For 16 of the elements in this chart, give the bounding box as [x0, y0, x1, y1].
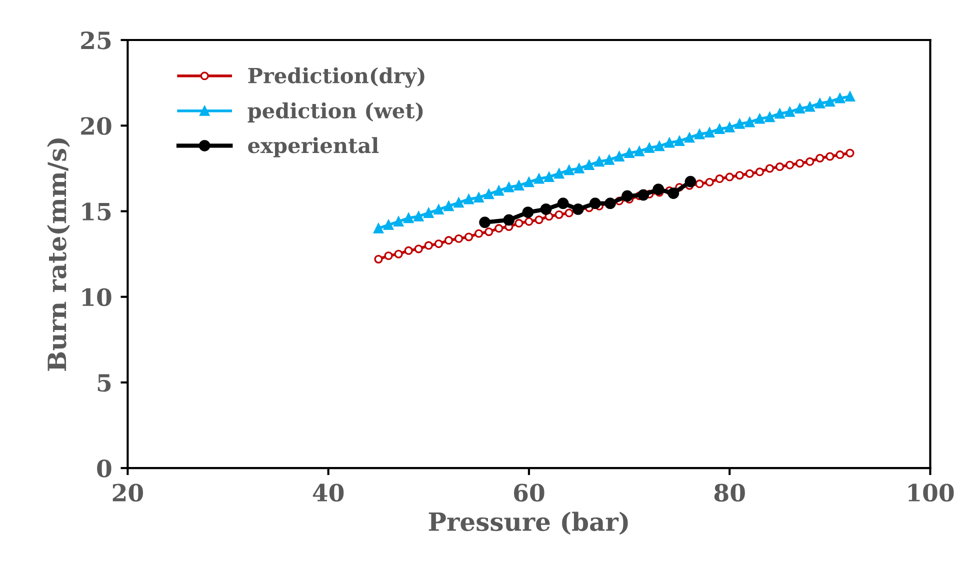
y-tick-label: 20	[81, 117, 112, 135]
x-tick-label: 80	[714, 484, 745, 502]
x-axis-title: Pressure (bar)	[428, 512, 628, 535]
x-tick-label: 60	[514, 484, 544, 502]
legend-label: experiental	[248, 137, 379, 158]
x-tick-label: 20	[112, 484, 143, 502]
y-tick-label: 25	[81, 31, 111, 50]
y-axis-title: Burn rate(mm/s)	[47, 138, 70, 371]
y-tick-label: 15	[82, 202, 111, 221]
x-tick-label: 100	[908, 484, 954, 502]
legend-label: Prediction(dry)	[248, 67, 424, 88]
y-tick-label: 0	[97, 460, 112, 478]
x-tick-label: 40	[312, 484, 344, 502]
legend-label: pediction (wet)	[248, 102, 423, 123]
y-tick-label: 5	[98, 374, 111, 392]
y-tick-label: 10	[82, 288, 112, 306]
